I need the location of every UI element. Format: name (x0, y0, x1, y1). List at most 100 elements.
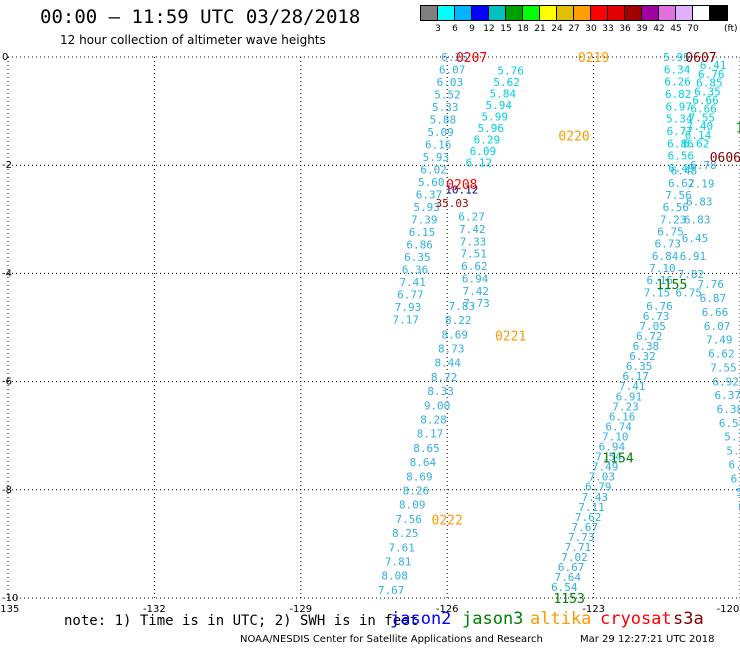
wave-height-value: 6.1 (729, 458, 740, 471)
wave-height-value: 5.62 (493, 76, 520, 89)
wave-height-value: 7.41 (399, 276, 426, 289)
wave-height-value: 6. (738, 500, 740, 513)
wave-height-value: 7.73 (463, 297, 490, 310)
wave-height-value: 6.77 (397, 288, 424, 301)
wave-height-value: 6.26 (441, 51, 468, 64)
wave-height-value: 6.49 (668, 162, 695, 175)
wave-height-value: 7.33 (460, 235, 487, 248)
wave-height-value: 8.25 (392, 527, 419, 540)
y-tick-label: -2 (2, 160, 12, 171)
wave-height-value: 8.44 (434, 357, 461, 370)
pass-time-label: 0222 (432, 514, 463, 529)
wave-height-value: 6.09 (470, 145, 497, 158)
wave-height-value: 7.05 (639, 320, 666, 333)
map-title: 00:00 – 11:59 UTC 03/28/2018 (40, 6, 361, 28)
wave-height-value: 6.34 (664, 63, 691, 76)
wave-height-value: 5.93 (413, 201, 440, 214)
wave-height-value: 8.65 (413, 442, 440, 455)
wave-height-value: 8.26 (403, 484, 430, 497)
wave-height-value: 6.86 (667, 137, 694, 150)
wave-height-value: 7.81 (385, 555, 412, 568)
wave-height-value: 6.37 (715, 389, 740, 402)
wave-height-value: 8.22 (445, 314, 472, 327)
pass-time-label: 1155 (656, 278, 687, 293)
mission-label-s3a: s3a (673, 609, 704, 629)
wave-height-value: 8.28 (420, 413, 447, 426)
wave-height-value: 6.03 (437, 76, 464, 89)
wave-height-value: 6.17 (622, 370, 649, 383)
pass-time-label: 0207 (456, 51, 487, 66)
pass-time-label: 0607 (685, 51, 716, 66)
color-scale-tick: 30 (585, 24, 597, 34)
color-scale-tick: 42 (653, 24, 665, 34)
pass-time-label: 0220 (558, 129, 589, 144)
mission-label-jason3: jason3 (462, 609, 524, 629)
x-tick-label: -123 (582, 604, 605, 615)
wave-height-value: 6.91 (680, 250, 707, 263)
wave-height-value: 7.61 (388, 541, 415, 554)
wave-height-value: 6.45 (682, 232, 709, 245)
wave-height-value: 7.23 (660, 213, 687, 226)
wave-height-value: 7.64 (554, 571, 581, 584)
wave-height-value: 6.35 (626, 360, 653, 373)
wave-height-value: 6.62 (708, 348, 735, 361)
wave-height-value: 8.64 (410, 456, 437, 469)
pass-time-label: 115 (736, 121, 740, 136)
pass-time-label: 0221 (495, 330, 526, 345)
pass-time-label: 0606 (710, 151, 740, 166)
wave-height-value: 6.87 (700, 292, 727, 305)
mission-label-altika: altika (530, 609, 592, 629)
wave-height-value: 10.12 (445, 184, 478, 197)
wave-height-value: 35.03 (436, 197, 469, 210)
wave-height-value: 6.94 (462, 272, 489, 285)
wave-height-value: 6.84 (652, 250, 679, 263)
wave-height-value: 6.62 (683, 138, 710, 151)
wave-height-value: 8.17 (417, 428, 444, 441)
color-scale-tick: 45 (670, 24, 682, 34)
wave-height-value: 6.37 (416, 188, 443, 201)
x-tick-label: -129 (289, 604, 312, 615)
wave-height-value: 9.00 (424, 399, 451, 412)
mission-label-cryosat: cryosat (600, 609, 672, 629)
wave-height-value: 7.49 (592, 461, 619, 474)
wave-height-value: 6.32 (629, 350, 656, 363)
wave-height-value: 6.27 (458, 211, 485, 224)
wave-height-value: 7.62 (575, 511, 602, 524)
wave-height-value: 6.26 (664, 76, 691, 89)
color-scale-tick: 39 (636, 24, 648, 34)
wave-height-value: 5.09 (427, 126, 454, 139)
wave-height-value: 7.15 (644, 286, 671, 299)
wave-height-value: 6.66 (702, 306, 729, 319)
mission-label-jason2: jason2 (390, 609, 452, 629)
wave-height-value: 8.69 (442, 328, 469, 341)
wave-height-value: 7.10 (649, 262, 676, 275)
wave-height-value: 6.97 (665, 100, 692, 113)
wave-height-value: 7.11 (578, 501, 605, 514)
wave-height-value: 7.19 (688, 177, 715, 190)
wave-height-value: 5.93 (423, 151, 450, 164)
x-tick-label: -135 (0, 604, 19, 615)
timestamp-text: Mar 29 12:27:21 UTC 2018 (580, 634, 715, 645)
wave-height-value: 6.35 (404, 251, 431, 264)
wave-height-value: 7.49 (706, 334, 733, 347)
wave-height-value: 7.76 (697, 278, 724, 291)
wave-height-value: 6.75 (676, 286, 703, 299)
color-scale-tick: 27 (568, 24, 580, 34)
wave-height-value: 6.94 (599, 441, 626, 454)
x-tick-label: -120 (717, 604, 740, 615)
wave-height-value: 7.51 (460, 248, 487, 261)
color-scale-tick: 15 (500, 24, 512, 34)
wave-height-value: 6.07 (704, 320, 731, 333)
pass-time-label: 1154 (602, 451, 633, 466)
wave-height-value: 5.7 (724, 431, 740, 444)
wave-height-value: 8.69 (406, 470, 433, 483)
wave-height-value: 5.33 (432, 101, 459, 114)
wave-height-value: 6.77 (667, 125, 694, 138)
wave-height-value: 5.76 (497, 65, 524, 78)
y-tick-label: -8 (2, 485, 12, 496)
wave-height-value: 6.62 (668, 177, 695, 190)
wave-height-value: 6.73 (643, 310, 670, 323)
wave-height-value: 6.16 (646, 274, 673, 287)
wave-height-value: 6.38 (717, 403, 740, 416)
